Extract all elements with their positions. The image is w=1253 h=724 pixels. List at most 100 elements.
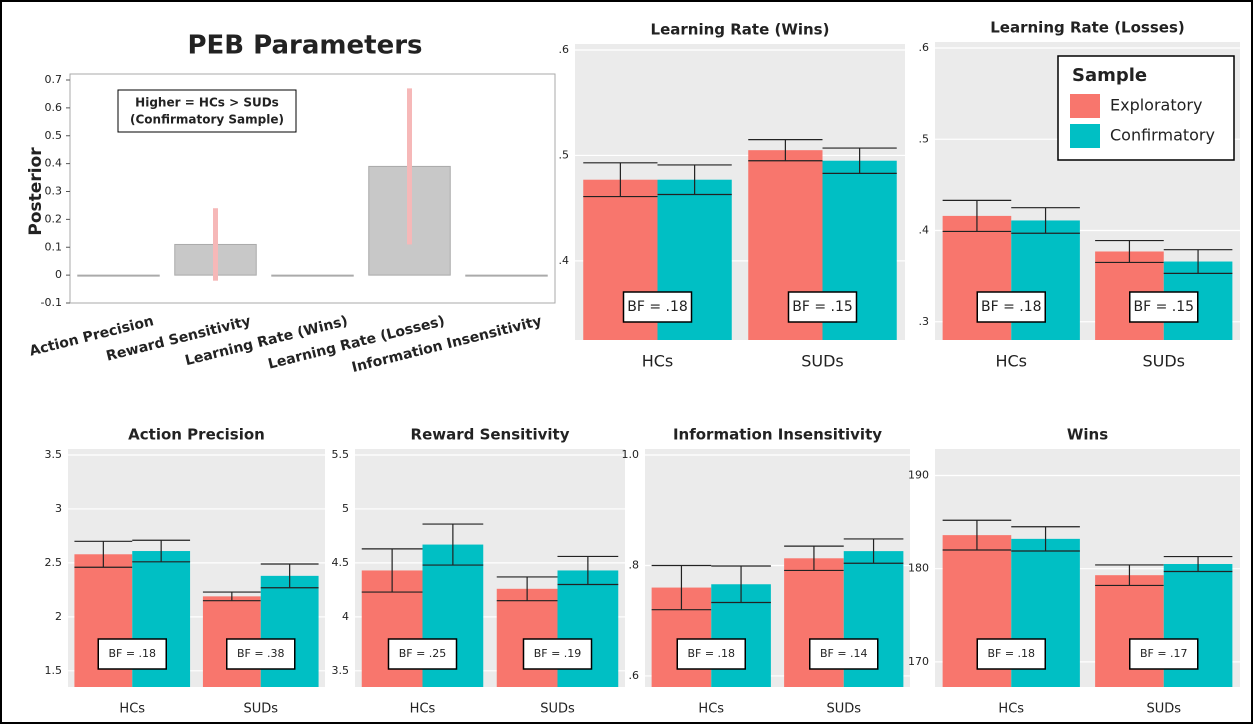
- bf-box: [522, 638, 593, 670]
- legend-label: Confirmatory: [1110, 126, 1215, 145]
- error-bar: [942, 199, 1012, 233]
- bar: [260, 575, 319, 687]
- bf-box: [676, 638, 746, 670]
- y-tick-label: 4.5: [332, 556, 350, 569]
- x-tick-label: HCs: [998, 702, 1024, 717]
- error-bar: [557, 555, 619, 586]
- error-bar: [651, 564, 712, 611]
- y-tick-label: .6: [559, 43, 570, 56]
- bf-label: BF = .18: [108, 647, 156, 660]
- bf-label: BF = .25: [399, 647, 447, 660]
- legend-label: Exploratory: [1110, 96, 1202, 115]
- error-bar: [213, 208, 218, 281]
- bf-label: BF = .17: [1140, 647, 1188, 660]
- x-tick-label: SUDs: [1142, 352, 1185, 371]
- y-tick-label: 3.5: [45, 448, 63, 461]
- y-tick-label: .8: [629, 558, 640, 571]
- bar: [465, 274, 548, 277]
- bf-label: BF = .15: [792, 299, 853, 315]
- chart-title: Information Insensitivity: [673, 426, 882, 444]
- error-bar: [496, 576, 558, 602]
- legend-title: Sample: [1072, 65, 1147, 86]
- y-tick-label: 5.5: [332, 448, 350, 461]
- x-tick-label: HCs: [119, 702, 145, 717]
- error-bar: [74, 540, 133, 568]
- legend-swatch: [1070, 94, 1100, 118]
- bf-box: [622, 291, 693, 323]
- y-tick-label: 0.1: [45, 240, 63, 253]
- chart-title: Reward Sensitivity: [411, 426, 570, 444]
- x-tick-label: SUDs: [826, 702, 861, 717]
- y-tick-label: 170: [908, 655, 929, 668]
- bf-label: BF = .19: [534, 647, 582, 660]
- y-tick-label: 0.4: [45, 157, 63, 170]
- y-tick-label: 2: [55, 610, 62, 623]
- annotation: Higher = HCs > SUDs: [135, 96, 279, 110]
- y-tick-label: 0.6: [45, 101, 63, 114]
- error-bar: [1011, 526, 1080, 552]
- error-bar: [1095, 239, 1164, 264]
- y-tick-label: .4: [919, 224, 930, 237]
- bf-box: [1129, 638, 1199, 670]
- y-tick-label: .5: [919, 132, 930, 145]
- y-tick-label: 0.3: [45, 185, 63, 198]
- bf-label: BF = .18: [987, 647, 1035, 660]
- error-bar: [748, 139, 823, 162]
- y-tick-label: 180: [908, 562, 929, 575]
- y-tick-label: .6: [629, 669, 640, 682]
- error-bar: [942, 519, 1012, 551]
- error-bar: [422, 523, 484, 566]
- bf-box: [809, 638, 879, 670]
- bar: [271, 274, 354, 277]
- bf-box: [387, 638, 458, 670]
- x-tick-label: HCs: [698, 702, 724, 717]
- x-tick-label: SUDs: [801, 352, 844, 371]
- annotation: (Confirmatory Sample): [130, 113, 284, 127]
- y-axis-label: Posterior: [26, 147, 46, 236]
- bar: [1095, 575, 1164, 687]
- bf-label: BF = .18: [981, 299, 1042, 315]
- y-tick-label: 3: [55, 502, 62, 515]
- error-bar: [843, 538, 904, 564]
- error-bar: [822, 147, 897, 174]
- y-tick-label: .5: [559, 148, 570, 161]
- error-bar: [1095, 564, 1164, 587]
- y-tick-label: 3.5: [332, 664, 350, 677]
- y-tick-label: 5: [342, 502, 349, 515]
- bf-label: BF = .15: [1133, 299, 1194, 315]
- error-bar: [260, 563, 319, 589]
- error-bar: [583, 162, 658, 198]
- chart-title: Learning Rate (Wins): [651, 21, 830, 39]
- y-tick-label: 2.5: [45, 556, 63, 569]
- x-tick-label: SUDs: [1146, 702, 1181, 717]
- y-tick-label: .6: [919, 41, 930, 54]
- y-tick-label: .3: [919, 315, 930, 328]
- bar: [496, 588, 558, 687]
- bf-label: BF = .38: [237, 647, 285, 660]
- bf-box: [976, 638, 1046, 670]
- bf-box: [787, 291, 858, 323]
- chart-title: Wins: [1067, 426, 1108, 444]
- bar: [77, 274, 160, 277]
- x-tick-label: HCs: [995, 352, 1027, 371]
- y-tick-label: 0.7: [45, 73, 63, 86]
- error-bar: [1163, 555, 1233, 573]
- plot-frame: [69, 73, 556, 304]
- error-bar: [1011, 207, 1080, 234]
- y-tick-label: -0.1: [41, 296, 62, 309]
- chart-title: PEB Parameters: [187, 31, 422, 61]
- y-tick-label: 190: [908, 468, 929, 481]
- chart-title: Learning Rate (Losses): [990, 19, 1184, 37]
- bf-label: BF = .18: [627, 299, 688, 315]
- bf-box: [1129, 291, 1199, 323]
- annotation-box: [117, 89, 297, 133]
- bf-label: BF = .14: [820, 647, 868, 660]
- y-tick-label: 0.5: [45, 129, 63, 142]
- error-bar: [711, 565, 771, 604]
- bf-box: [976, 291, 1046, 323]
- bf-box: [97, 638, 167, 670]
- x-tick-label: HCs: [410, 702, 436, 717]
- y-tick-label: 1.0: [622, 448, 640, 461]
- chart-title: Action Precision: [128, 426, 265, 444]
